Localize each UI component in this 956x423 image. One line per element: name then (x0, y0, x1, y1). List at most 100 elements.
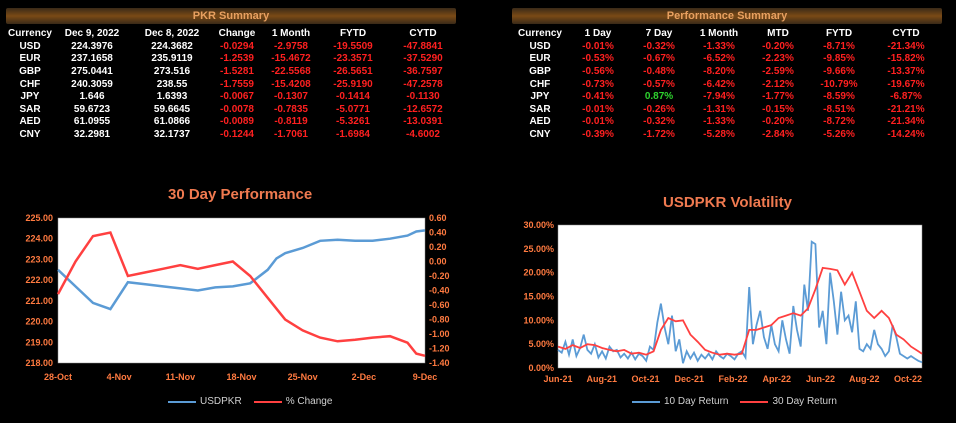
plot-area (557, 224, 923, 369)
perf-cell: -9.85% (823, 53, 855, 65)
pkr-cell: -0.7835 (274, 103, 308, 115)
perf-cell: -0.56% (582, 65, 614, 77)
y2-tick-label: 0.40 (429, 228, 447, 238)
perf-cell: -0.26% (643, 103, 675, 115)
pkr-cell: -26.5651 (333, 65, 373, 77)
pkr-cell: -15.4208 (271, 78, 311, 90)
table-row: SAR -0.01% -0.26% -1.31% -0.15% -8.51% -21.21% (512, 103, 942, 116)
pkr-cell: 237.1658 (71, 53, 113, 65)
y-tick-label: 220.00 (25, 317, 53, 327)
legend-swatch-10day (632, 400, 660, 403)
table-row: EUR 237.1658 235.9119 -1.2539 -15.4672 -23.35… (8, 53, 460, 66)
y-tick-label: 20.00% (523, 268, 554, 278)
x-tick-label: 28-Oct (44, 372, 72, 382)
perf-cell: USD (529, 40, 551, 52)
perf-cell: -0.41% (582, 91, 614, 103)
pkr-cell: -15.4672 (271, 53, 311, 65)
pkr-cell: -25.9190 (333, 78, 373, 90)
table-row: GBP -0.56% -0.48% -8.20% -2.59% -9.66% -13.37% (512, 65, 942, 78)
x-tick-label: Oct-21 (631, 374, 659, 384)
pkr-summary-header-bar (6, 8, 456, 24)
perf-cell: EUR (529, 53, 551, 65)
x-tick-label: 4-Nov (107, 372, 132, 382)
perf-cell: -2.59% (762, 65, 794, 77)
x-tick-label: Aug-22 (849, 374, 880, 384)
legend-label-10day: 10 Day Return (664, 396, 729, 407)
pkr-cell: -0.1130 (406, 91, 440, 103)
pkr-cell: -47.8841 (403, 40, 443, 52)
perf-cell: -14.24% (887, 128, 925, 140)
perf-cell: -15.82% (887, 53, 925, 65)
perf-header-6: CYTD (892, 27, 920, 39)
pkr-header-6: CYTD (409, 27, 437, 39)
perf-cell: -2.23% (762, 53, 794, 65)
perf-cell: -21.34% (887, 40, 925, 52)
pkr-cell: EUR (19, 53, 41, 65)
perf-cell: -9.66% (823, 65, 855, 77)
pkr-cell: 32.1737 (153, 128, 191, 140)
performance-summary-table: Currency 1 Day 7 Day 1 Month MTD FYTD CYTD USD -… (512, 26, 942, 141)
perf-cell: -0.67% (643, 53, 675, 65)
series-line-1 (557, 266, 923, 356)
perf-cell: -6.87% (890, 91, 922, 103)
pkr-cell: -4.6002 (406, 128, 440, 140)
pkr-cell: -1.7559 (220, 78, 254, 90)
y-tick-label: 218.00 (25, 358, 53, 368)
series-line-0 (57, 229, 426, 311)
table-row: SAR 59.6723 59.6645 -0.0078 -0.7835 -5.0771 -1… (8, 103, 460, 116)
y-tick-label: 5.00% (528, 339, 554, 349)
pkr-cell: 224.3682 (151, 40, 193, 52)
perf-cell: -8.20% (703, 65, 735, 77)
y-tick-label: 30.00% (523, 220, 554, 230)
pkr-cell: 240.3059 (71, 78, 113, 90)
pkr-header-0: Currency (8, 27, 52, 39)
perf-cell: -0.53% (582, 53, 614, 65)
pkr-cell: -0.0089 (220, 116, 254, 128)
y-tick-label: 223.00 (25, 254, 53, 264)
pkr-cell: -1.2539 (220, 53, 254, 65)
y2-tick-label: -0.40 (429, 286, 450, 296)
y-tick-label: 222.00 (25, 275, 53, 285)
pkr-cell: -22.5568 (271, 65, 311, 77)
table-row: AED 61.0955 61.0866 -0.0089 -0.8119 -5.3261 -1… (8, 116, 460, 129)
perf-header-2: 7 Day (645, 27, 673, 39)
perf-cell: -21.34% (887, 116, 925, 128)
x-tick-label: Oct-22 (894, 374, 922, 384)
pkr-cell: -1.7061 (274, 128, 308, 140)
pkr-cell: -12.6572 (403, 103, 443, 115)
x-tick-label: Apr-22 (762, 374, 791, 384)
pkr-cell: 1.646 (79, 91, 105, 103)
legend-swatch-30day (740, 400, 769, 403)
perf-cell: -13.37% (887, 65, 925, 77)
table-row: CNY -0.39% -1.72% -5.28% -2.84% -5.26% -14.24% (512, 128, 942, 141)
pkr-cell: 61.0866 (153, 116, 191, 128)
pkr-cell: CHF (19, 78, 41, 90)
pkr-cell: -1.5281 (220, 65, 254, 77)
pkr-cell: -36.7597 (403, 65, 443, 77)
pkr-cell: -37.5290 (403, 53, 443, 65)
x-tick-label: 9-Dec (413, 372, 438, 382)
x-tick-label: 11-Nov (166, 372, 196, 382)
performance-summary-title: Performance Summary (666, 10, 788, 22)
pkr-cell: -0.1307 (274, 91, 308, 103)
pkr-cell: 238.55 (156, 78, 188, 90)
pkr-cell: JPY (20, 91, 40, 103)
x-tick-label: Jun-21 (543, 374, 572, 384)
y2-tick-label: -1.00 (429, 329, 450, 339)
y2-tick-label: -0.20 (429, 271, 450, 281)
pkr-cell: -0.1244 (220, 128, 254, 140)
perf-cell: -10.79% (820, 78, 858, 90)
table-row: CHF 240.3059 238.55 -1.7559 -15.4208 -25.9190… (8, 78, 460, 91)
pkr-header-2: Dec 8, 2022 (144, 27, 200, 39)
pkr-summary-title: PKR Summary (192, 10, 270, 22)
table-row: JPY 1.646 1.6393 -0.0067 -0.1307 -0.1414 -0.11… (8, 90, 460, 103)
y-tick-label: 15.00% (523, 292, 554, 302)
performance-chart: 218.00 219.00 220.00 221.00 222.00 223.00 224.… (25, 213, 450, 382)
perf-header-1: 1 Day (584, 27, 612, 39)
pkr-cell: 273.516 (153, 65, 191, 77)
y2-tick-label: -1.20 (429, 344, 450, 354)
x-tick-label: Jun-22 (806, 374, 835, 384)
table-row: USD -0.01% -0.32% -1.33% -0.20% -8.71% -21.34% (512, 40, 942, 53)
table-row: EUR -0.53% -0.67% -6.52% -2.23% -9.85% -15.82% (512, 53, 942, 66)
perf-cell: -0.15% (762, 103, 794, 115)
